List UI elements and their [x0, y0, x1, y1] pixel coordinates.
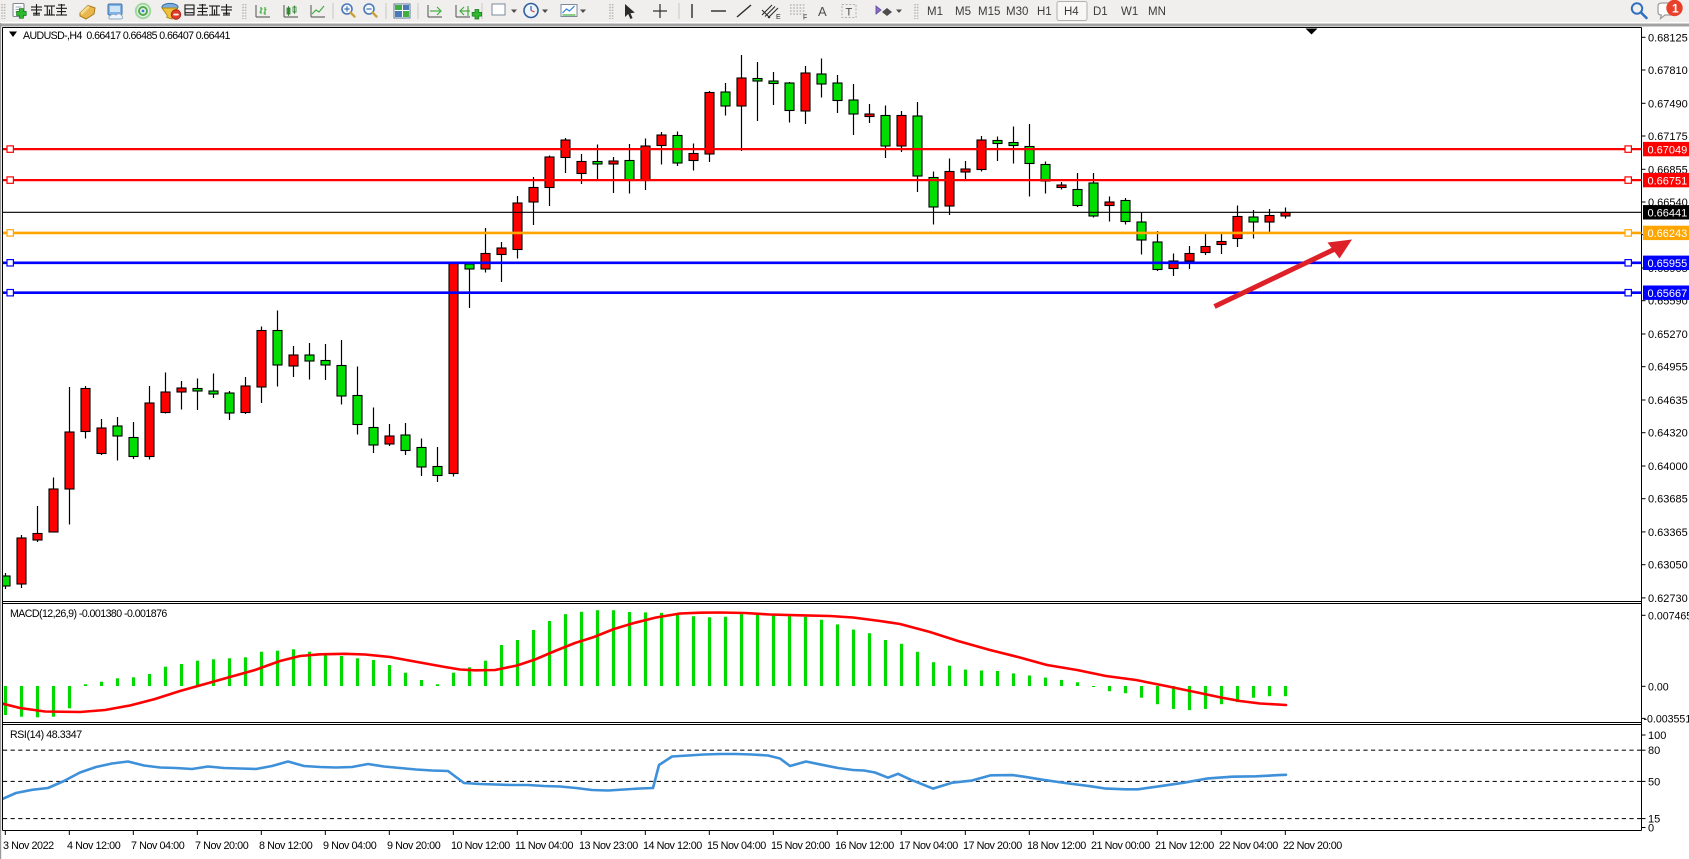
svg-text:T: T [846, 7, 853, 19]
svg-text:A: A [818, 4, 827, 19]
svg-text:0.64955: 0.64955 [1648, 362, 1688, 374]
svg-text:22 Nov 20:00: 22 Nov 20:00 [1283, 840, 1342, 852]
svg-text:100: 100 [1648, 730, 1666, 742]
svg-text:0: 0 [1648, 823, 1654, 835]
svg-text:0.64635: 0.64635 [1648, 395, 1688, 407]
svg-text:0.007465: 0.007465 [1648, 610, 1689, 622]
svg-text:0.64000: 0.64000 [1648, 461, 1688, 473]
svg-text:D1: D1 [1093, 6, 1108, 18]
svg-text:0.00: 0.00 [1648, 681, 1669, 693]
svg-text:MN: MN [1148, 6, 1166, 18]
svg-text:21 Nov 00:00: 21 Nov 00:00 [1091, 840, 1150, 852]
svg-text:M15: M15 [978, 6, 1000, 18]
svg-text:0.65955: 0.65955 [1648, 258, 1688, 270]
svg-text:0.66243: 0.66243 [1648, 228, 1688, 240]
svg-text:9 Nov 20:00: 9 Nov 20:00 [387, 840, 441, 852]
svg-text:0.67810: 0.67810 [1648, 65, 1688, 77]
svg-text:0.62730: 0.62730 [1648, 593, 1688, 605]
svg-text:14 Nov 12:00: 14 Nov 12:00 [643, 840, 702, 852]
svg-text:0.66751: 0.66751 [1648, 175, 1688, 187]
svg-text:80: 80 [1648, 745, 1660, 757]
svg-text:11 Nov 04:00: 11 Nov 04:00 [515, 840, 573, 852]
svg-text:15: 15 [1648, 814, 1660, 826]
svg-text:16 Nov 12:00: 16 Nov 12:00 [835, 840, 894, 852]
svg-text:0.64320: 0.64320 [1648, 428, 1688, 440]
svg-text:7 Nov 04:00: 7 Nov 04:00 [131, 840, 185, 852]
svg-text:H4: H4 [1064, 6, 1079, 18]
svg-text:AUDUSD-,H4 0.66417 0.66485 0.: AUDUSD-,H4 0.66417 0.66485 0.66407 0.664… [23, 30, 231, 42]
svg-text:M30: M30 [1006, 6, 1028, 18]
svg-text:F: F [803, 15, 807, 22]
svg-text:50: 50 [1648, 776, 1660, 788]
svg-text:9 Nov 04:00: 9 Nov 04:00 [323, 840, 377, 852]
svg-text:15 Nov 04:00: 15 Nov 04:00 [707, 840, 766, 852]
svg-text:1: 1 [1672, 2, 1679, 16]
svg-text:22 Nov 04:00: 22 Nov 04:00 [1219, 840, 1278, 852]
svg-text:0.67175: 0.67175 [1648, 131, 1688, 143]
svg-text:M5: M5 [955, 6, 971, 18]
svg-text:15 Nov 20:00: 15 Nov 20:00 [771, 840, 830, 852]
svg-text:0.66441: 0.66441 [1648, 208, 1688, 220]
svg-text:0.63365: 0.63365 [1648, 527, 1688, 539]
svg-text:8 Nov 12:00: 8 Nov 12:00 [259, 840, 313, 852]
svg-text:10 Nov 12:00: 10 Nov 12:00 [451, 840, 510, 852]
svg-text:18 Nov 12:00: 18 Nov 12:00 [1027, 840, 1086, 852]
svg-text:H1: H1 [1037, 6, 1052, 18]
svg-text:21 Nov 12:00: 21 Nov 12:00 [1155, 840, 1214, 852]
svg-text:MACD(12,26,9) -0.001380 -0.001: MACD(12,26,9) -0.001380 -0.001876 [10, 608, 167, 620]
svg-text:0.63685: 0.63685 [1648, 494, 1688, 506]
svg-text:E: E [776, 14, 781, 21]
svg-text:0.67049: 0.67049 [1648, 144, 1688, 156]
svg-text:3 Nov 2022: 3 Nov 2022 [3, 840, 54, 852]
svg-text:0.68125: 0.68125 [1648, 32, 1688, 44]
svg-text:7 Nov 20:00: 7 Nov 20:00 [195, 840, 249, 852]
svg-text:17 Nov 20:00: 17 Nov 20:00 [963, 840, 1022, 852]
svg-text:17 Nov 04:00: 17 Nov 04:00 [899, 840, 958, 852]
svg-text:0.65667: 0.65667 [1648, 288, 1688, 300]
svg-text:RSI(14) 48.3347: RSI(14) 48.3347 [10, 729, 82, 741]
svg-text:-0.003551: -0.003551 [1644, 713, 1689, 725]
svg-text:4 Nov 12:00: 4 Nov 12:00 [67, 840, 121, 852]
svg-text:M1: M1 [927, 6, 943, 18]
svg-text:W1: W1 [1121, 6, 1138, 18]
svg-text:0.63050: 0.63050 [1648, 560, 1688, 572]
svg-text:13 Nov 23:00: 13 Nov 23:00 [579, 840, 638, 852]
svg-text:0.67490: 0.67490 [1648, 98, 1688, 110]
svg-text:0.65270: 0.65270 [1648, 329, 1688, 341]
